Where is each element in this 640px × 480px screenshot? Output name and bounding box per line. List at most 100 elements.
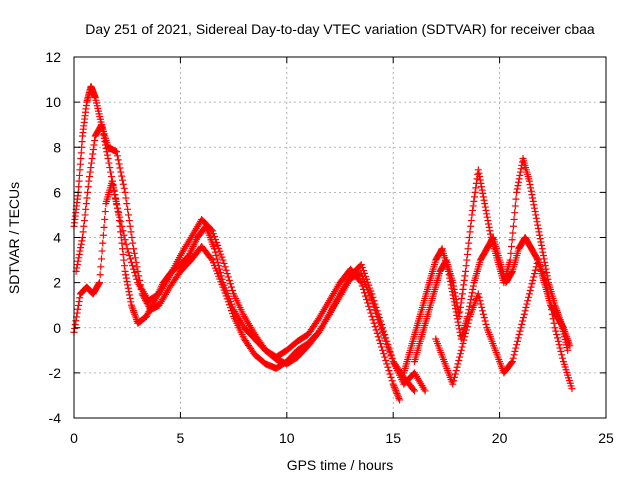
- data-point: [383, 360, 391, 368]
- data-point: [390, 383, 398, 391]
- data-point: [462, 329, 470, 337]
- data-point: [364, 299, 372, 307]
- data-point: [530, 201, 538, 209]
- data-point: [223, 270, 231, 278]
- data-point: [464, 319, 472, 327]
- data-point: [480, 314, 488, 322]
- data-point: [210, 245, 218, 253]
- data-point: [363, 296, 371, 304]
- data-point: [98, 247, 106, 255]
- data-point: [517, 324, 525, 332]
- data-point: [474, 290, 482, 298]
- data-point: [460, 336, 468, 344]
- data-point: [459, 285, 467, 293]
- data-point: [149, 300, 157, 308]
- data-point: [106, 164, 114, 172]
- data-point: [76, 247, 84, 255]
- data-point: [564, 346, 572, 354]
- data-point: [381, 331, 389, 339]
- data-point: [123, 277, 131, 285]
- data-point: [126, 222, 134, 230]
- data-point: [525, 293, 533, 301]
- data-point: [536, 231, 544, 239]
- data-point: [532, 214, 540, 222]
- data-point: [537, 238, 545, 246]
- data-point: [452, 367, 460, 375]
- y-tick-label: -2: [49, 365, 62, 381]
- data-point: [456, 353, 464, 361]
- data-point: [455, 312, 463, 320]
- data-point: [113, 204, 121, 212]
- data-point: [112, 197, 120, 205]
- data-point: [388, 377, 396, 385]
- data-point: [529, 194, 537, 202]
- y-tick-label: 12: [45, 49, 61, 65]
- data-point: [526, 180, 534, 188]
- data-point: [530, 204, 538, 212]
- data-point: [458, 290, 466, 298]
- data-point: [77, 240, 85, 248]
- data-point: [74, 301, 82, 309]
- data-point: [221, 263, 229, 271]
- data-point: [538, 241, 546, 249]
- data-point: [365, 302, 373, 310]
- data-point: [532, 211, 540, 219]
- data-point: [476, 176, 484, 184]
- data-point: [86, 173, 94, 181]
- data-point: [479, 307, 487, 315]
- data-point: [101, 208, 109, 216]
- data-point: [508, 268, 516, 276]
- data-point: [227, 283, 235, 291]
- data-point: [455, 356, 463, 364]
- data-point: [131, 268, 139, 276]
- series-track-f: [432, 256, 576, 393]
- data-point: [136, 276, 144, 284]
- data-point: [515, 331, 523, 339]
- data-point: [379, 324, 387, 332]
- data-point: [465, 316, 473, 324]
- data-point: [110, 187, 118, 195]
- data-point: [144, 309, 152, 317]
- data-point: [463, 256, 471, 264]
- data-point: [456, 303, 464, 311]
- x-tick-label: 25: [598, 430, 614, 446]
- data-point: [138, 290, 146, 298]
- data-point: [91, 136, 99, 144]
- data-point: [476, 173, 484, 181]
- data-point: [459, 340, 467, 348]
- data-point: [226, 280, 234, 288]
- chart-title: Day 251 of 2021, Sidereal Day-to-day VTE…: [85, 21, 595, 37]
- data-point: [384, 363, 392, 371]
- data-point: [96, 271, 104, 279]
- data-point: [139, 291, 147, 299]
- data-point: [79, 234, 87, 241]
- data-point: [360, 269, 368, 277]
- data-point: [376, 317, 384, 325]
- data-point: [508, 358, 516, 366]
- data-point: [84, 183, 92, 191]
- data-point: [111, 191, 119, 199]
- data-point: [463, 323, 471, 331]
- data-point: [119, 250, 127, 258]
- data-point: [96, 279, 104, 287]
- data-point: [121, 267, 129, 275]
- data-point: [451, 370, 459, 378]
- series-track-e: [410, 155, 572, 366]
- data-point: [464, 245, 472, 253]
- data-point: [73, 261, 81, 269]
- data-point: [374, 333, 382, 341]
- data-point: [79, 228, 87, 236]
- data-point: [529, 197, 537, 205]
- data-point: [115, 160, 123, 168]
- data-point: [109, 180, 117, 188]
- data-point: [518, 320, 526, 328]
- data-point: [214, 258, 222, 266]
- data-point: [558, 351, 566, 359]
- data-point: [122, 274, 130, 282]
- data-point: [515, 175, 523, 183]
- data-point: [216, 268, 224, 276]
- data-point: [111, 194, 119, 202]
- data-point: [535, 228, 543, 236]
- data-point: [519, 317, 527, 325]
